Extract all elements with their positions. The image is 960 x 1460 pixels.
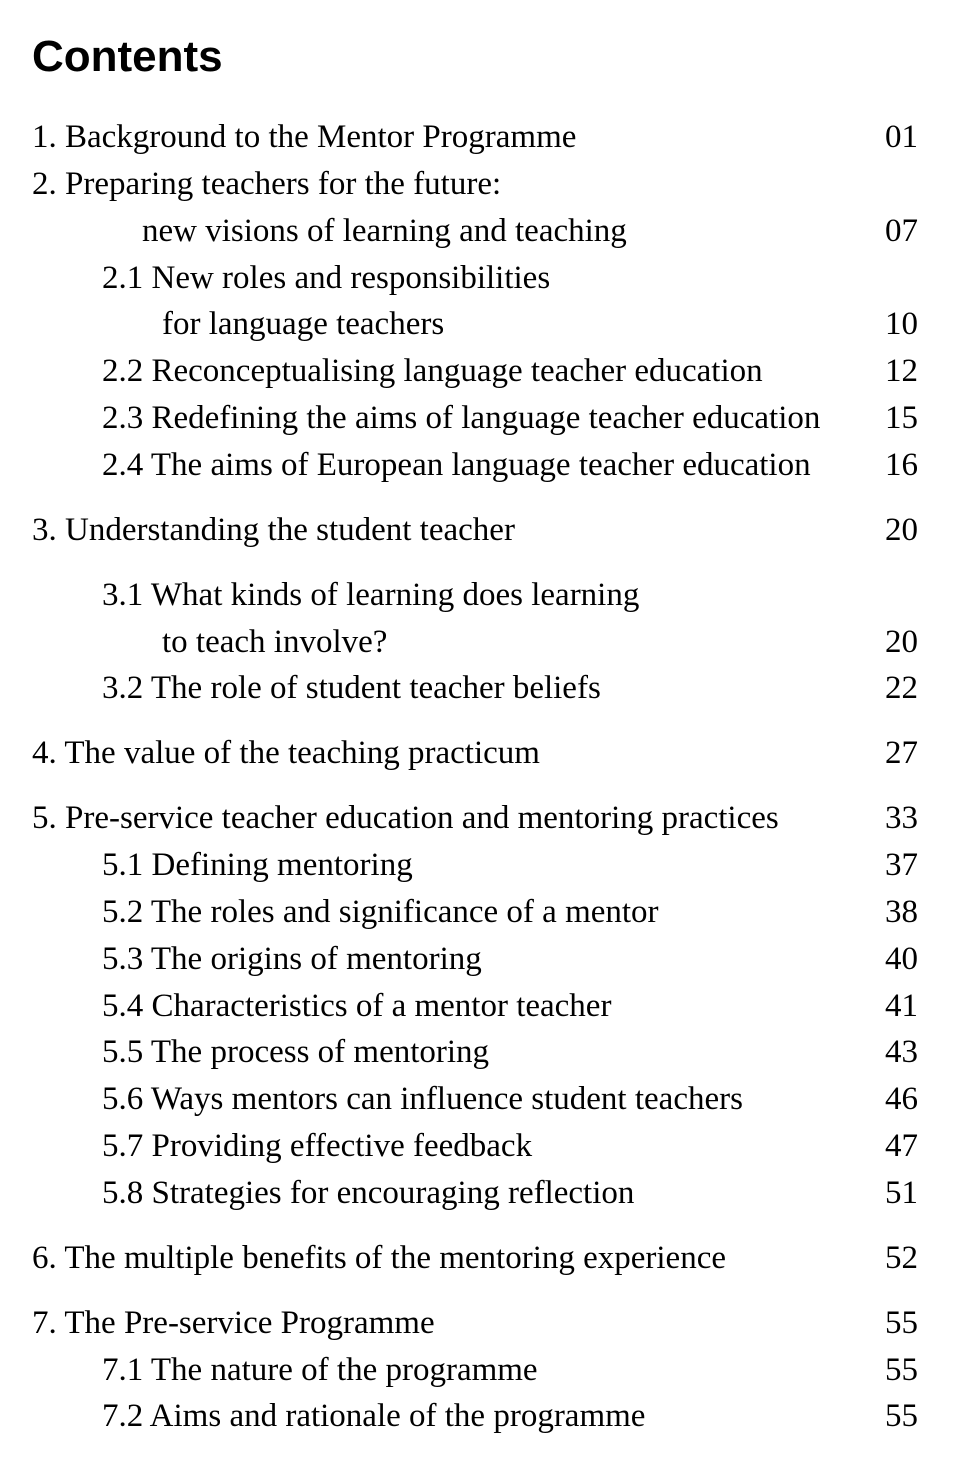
toc-entry-label: 5.5 The process of mentoring bbox=[32, 1029, 865, 1076]
toc-row: 2.3 Redefining the aims of language teac… bbox=[32, 395, 918, 442]
toc-row: 1. Background to the Mentor Programme01 bbox=[32, 114, 918, 161]
toc-row: 7. The Pre-service Programme55 bbox=[32, 1300, 918, 1347]
toc-row: 5.8 Strategies for encouraging reflectio… bbox=[32, 1170, 918, 1217]
toc-entry-page: 33 bbox=[865, 795, 918, 842]
toc-entry-page: 27 bbox=[865, 730, 918, 777]
toc-row: 2.4 The aims of European language teache… bbox=[32, 442, 918, 489]
toc-entry-label: 6. The multiple benefits of the mentorin… bbox=[32, 1235, 865, 1282]
toc-row: 5.1 Defining mentoring37 bbox=[32, 842, 918, 889]
toc-entry-page: 55 bbox=[865, 1347, 918, 1394]
toc-entry-label: to teach involve? bbox=[32, 619, 865, 666]
toc-entry-label: for language teachers bbox=[32, 301, 865, 348]
toc-entry-label: 5.7 Providing effective feedback bbox=[32, 1123, 865, 1170]
toc-row: 3. Understanding the student teacher20 bbox=[32, 507, 918, 554]
toc-row: 7.1 The nature of the programme55 bbox=[32, 1347, 918, 1394]
toc-entry-label: 3.2 The role of student teacher beliefs bbox=[32, 665, 865, 712]
toc-entry-label: 5.3 The origins of mentoring bbox=[32, 936, 865, 983]
toc-entry-page: 37 bbox=[865, 842, 918, 889]
toc-entry-page: 47 bbox=[865, 1123, 918, 1170]
toc-entry-page: 41 bbox=[865, 983, 918, 1030]
table-of-contents: 1. Background to the Mentor Programme012… bbox=[32, 114, 918, 1440]
toc-entry-page: 55 bbox=[865, 1300, 918, 1347]
toc-row: 2.1 New roles and responsibilities bbox=[32, 255, 918, 302]
toc-entry-label: 2.2 Reconceptualising language teacher e… bbox=[32, 348, 865, 395]
toc-entry-label: 5.4 Characteristics of a mentor teacher bbox=[32, 983, 865, 1030]
toc-entry-label: 3.1 What kinds of learning does learning bbox=[32, 572, 918, 619]
toc-row: 7.2 Aims and rationale of the programme5… bbox=[32, 1393, 918, 1440]
toc-row: 2. Preparing teachers for the future: bbox=[32, 161, 918, 208]
toc-entry-page: 38 bbox=[865, 889, 918, 936]
toc-entry-label: 3. Understanding the student teacher bbox=[32, 507, 865, 554]
toc-entry-page: 20 bbox=[865, 619, 918, 666]
toc-entry-label: 2.1 New roles and responsibilities bbox=[32, 255, 918, 302]
toc-row: 6. The multiple benefits of the mentorin… bbox=[32, 1235, 918, 1282]
toc-entry-page: 51 bbox=[865, 1170, 918, 1217]
toc-entry-page: 10 bbox=[865, 301, 918, 348]
toc-entry-label: 7. The Pre-service Programme bbox=[32, 1300, 865, 1347]
toc-row: 2.2 Reconceptualising language teacher e… bbox=[32, 348, 918, 395]
page-title: Contents bbox=[32, 32, 918, 82]
toc-entry-label: 5.8 Strategies for encouraging reflectio… bbox=[32, 1170, 865, 1217]
toc-entry-label: 7.1 The nature of the programme bbox=[32, 1347, 865, 1394]
toc-entry-page: 15 bbox=[865, 395, 918, 442]
toc-entry-page: 40 bbox=[865, 936, 918, 983]
toc-entry-page: 22 bbox=[865, 665, 918, 712]
toc-entry-page: 55 bbox=[865, 1393, 918, 1440]
toc-entry-label: 2.3 Redefining the aims of language teac… bbox=[32, 395, 865, 442]
toc-row: 3.2 The role of student teacher beliefs2… bbox=[32, 665, 918, 712]
toc-row: 5.3 The origins of mentoring40 bbox=[32, 936, 918, 983]
toc-row: 5. Pre-service teacher education and men… bbox=[32, 795, 918, 842]
toc-row: new visions of learning and teaching07 bbox=[32, 208, 918, 255]
toc-entry-label: new visions of learning and teaching bbox=[32, 208, 865, 255]
toc-entry-page: 01 bbox=[865, 114, 918, 161]
toc-entry-label: 5.2 The roles and significance of a ment… bbox=[32, 889, 865, 936]
toc-row: 4. The value of the teaching practicum27 bbox=[32, 730, 918, 777]
toc-entry-page: 46 bbox=[865, 1076, 918, 1123]
toc-entry-page: 07 bbox=[865, 208, 918, 255]
toc-row: 5.2 The roles and significance of a ment… bbox=[32, 889, 918, 936]
toc-entry-page: 52 bbox=[865, 1235, 918, 1282]
toc-row: 5.7 Providing effective feedback47 bbox=[32, 1123, 918, 1170]
toc-row: 5.5 The process of mentoring43 bbox=[32, 1029, 918, 1076]
toc-entry-page: 16 bbox=[865, 442, 918, 489]
toc-entry-label: 5.1 Defining mentoring bbox=[32, 842, 865, 889]
toc-entry-label: 1. Background to the Mentor Programme bbox=[32, 114, 865, 161]
toc-entry-label: 5. Pre-service teacher education and men… bbox=[32, 795, 865, 842]
toc-entry-label: 2. Preparing teachers for the future: bbox=[32, 161, 918, 208]
toc-row: 5.6 Ways mentors can influence student t… bbox=[32, 1076, 918, 1123]
toc-entry-page: 43 bbox=[865, 1029, 918, 1076]
toc-entry-page: 12 bbox=[865, 348, 918, 395]
toc-entry-label: 4. The value of the teaching practicum bbox=[32, 730, 865, 777]
toc-entry-label: 2.4 The aims of European language teache… bbox=[32, 442, 865, 489]
toc-row: 3.1 What kinds of learning does learning bbox=[32, 572, 918, 619]
toc-entry-label: 7.2 Aims and rationale of the programme bbox=[32, 1393, 865, 1440]
toc-entry-page: 20 bbox=[865, 507, 918, 554]
toc-row: 5.4 Characteristics of a mentor teacher4… bbox=[32, 983, 918, 1030]
toc-row: for language teachers10 bbox=[32, 301, 918, 348]
toc-row: to teach involve?20 bbox=[32, 619, 918, 666]
toc-entry-label: 5.6 Ways mentors can influence student t… bbox=[32, 1076, 865, 1123]
